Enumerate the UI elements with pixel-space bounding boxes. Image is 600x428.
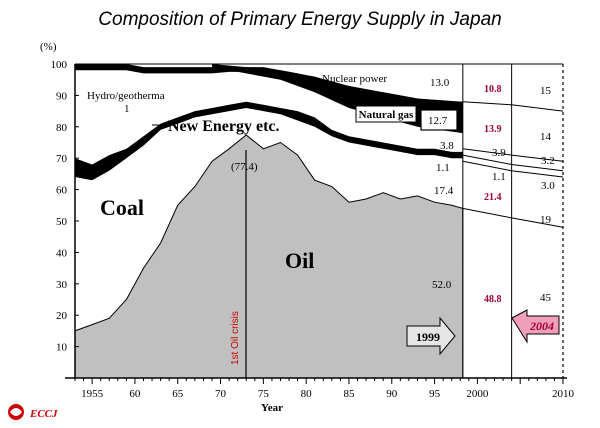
hydro-one-label: 1 — [124, 103, 130, 115]
v2010-nuclear: 15 — [540, 85, 552, 97]
x-tick-label: 90 — [386, 388, 398, 400]
v2004-oil: 48.8 — [484, 294, 502, 305]
v2010-oil: 45 — [540, 292, 552, 304]
projection-line-0 — [462, 101, 564, 112]
x-axis-label: Year — [261, 402, 283, 414]
y-tick-label: 60 — [56, 185, 68, 197]
v2010-new: 3.0 — [541, 180, 555, 192]
v2004-new: 1.1 — [492, 171, 506, 183]
y-tick-label: 50 — [56, 216, 68, 228]
y-tick-label: 70 — [56, 153, 68, 165]
v1999-oil: 52.0 — [432, 279, 452, 291]
v1999-nuclear: 13.0 — [430, 77, 450, 89]
gas-value-box — [420, 109, 458, 131]
x-tick-label: 70 — [215, 388, 227, 400]
v2004-gas: 13.9 — [484, 124, 502, 135]
x-tick-label: 75 — [258, 388, 270, 400]
v2004-nuclear: 10.8 — [484, 84, 502, 95]
x-tick-label: 60 — [129, 388, 141, 400]
x-tick-label: 95 — [429, 388, 441, 400]
v1999-coal: 17.4 — [434, 185, 454, 197]
v2010-gas: 14 — [540, 131, 552, 143]
y-axis-label: (%) — [40, 41, 57, 53]
v2010-coal: 19 — [540, 214, 552, 226]
hydro-label: Hydro/geotherma — [87, 90, 165, 102]
y-tick-label: 80 — [56, 122, 68, 134]
x-tick-label: 85 — [343, 388, 355, 400]
v1999-new: 1.1 — [436, 162, 450, 174]
x-tick-label: 65 — [172, 388, 184, 400]
arrow-2004 — [511, 309, 560, 344]
arrow-1999-label: 1999 — [416, 330, 440, 344]
v2010-hydro: 3.2 — [541, 155, 555, 167]
y-tick-label: 20 — [56, 310, 68, 322]
x-tick-label: 2000 — [466, 388, 489, 400]
arrow-2004-label: 2004 — [529, 319, 554, 333]
oil-area — [74, 134, 464, 379]
natural-gas-box — [355, 105, 417, 123]
y-tick-label: 30 — [56, 279, 68, 291]
x-tick-label: 1955 — [81, 388, 104, 400]
v1999-gas: 12.7 — [428, 115, 448, 127]
eccj-logo-swirl — [10, 408, 22, 416]
coal-label: Coal — [100, 195, 144, 220]
nuclear-label: Nuclear power — [322, 73, 387, 85]
x-tick-label: 2010 — [552, 388, 575, 400]
y-tick-label: 90 — [56, 90, 68, 102]
peak-label: (77.4) — [231, 161, 258, 173]
chart-title: Composition of Primary Energy Supply in … — [98, 9, 501, 30]
v2004-hydro: 3.9 — [492, 147, 506, 159]
oil-label: Oil — [285, 248, 314, 273]
new-energy-band — [75, 101, 463, 181]
natural-gas-label: Natural gas — [359, 109, 414, 121]
v2004-coal: 21.4 — [484, 192, 502, 203]
oil-crisis-label: 1st Oil crisis — [230, 311, 241, 365]
eccj-logo: ECCJ — [8, 404, 58, 420]
y-tick-label: 100 — [51, 59, 68, 71]
x-tick-label: 80 — [301, 388, 313, 400]
new-energy-label: New Energy etc. — [168, 118, 280, 135]
v1999-hydro: 3.8 — [440, 140, 454, 152]
y-tick-label: 10 — [56, 342, 68, 354]
arrow-1999 — [406, 316, 456, 356]
y-tick-label: 40 — [56, 247, 68, 259]
eccj-logo-text: ECCJ — [29, 408, 58, 420]
